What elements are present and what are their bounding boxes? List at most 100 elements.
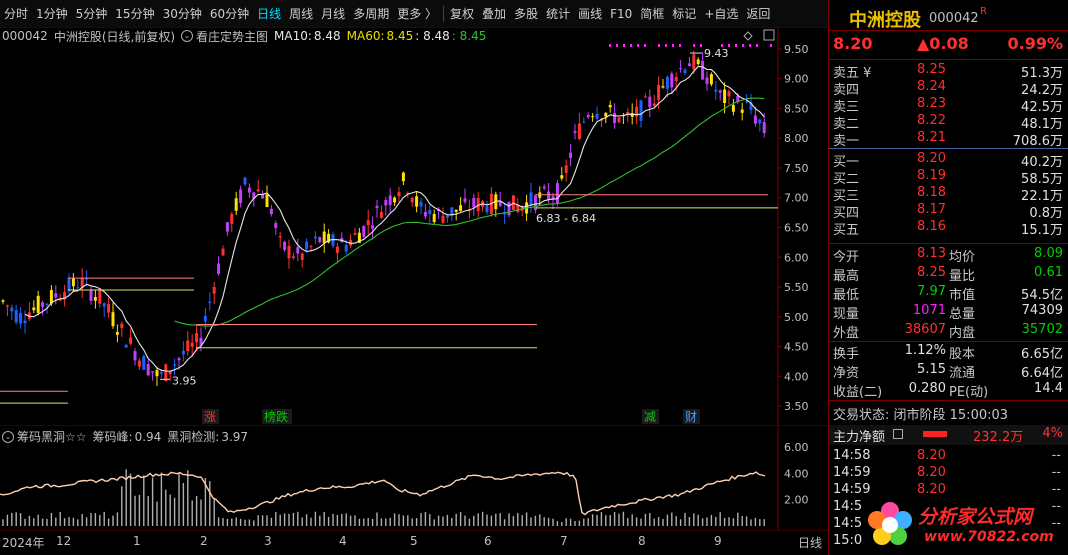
signal-dot <box>672 44 674 47</box>
toolbar-item-15min[interactable]: 15分钟 <box>115 6 155 21</box>
low-price-label: 3.95 <box>172 374 197 387</box>
chart-indicator-name[interactable]: 看庄定势主图 <box>196 29 269 44</box>
toolbar-item-timeshare[interactable]: 分时 <box>4 6 29 21</box>
tick-row: 14:59 8.20 -- <box>829 465 1068 483</box>
toolbar-item-more[interactable]: 更多 〉 <box>397 6 438 21</box>
toolbar-item-f10[interactable]: F10 <box>610 6 633 21</box>
event-marker: 涨 <box>204 409 216 424</box>
candle-body <box>120 323 124 329</box>
ask-row[interactable]: 卖一 8.21 708.6万 <box>829 130 1068 149</box>
candle-body <box>89 289 93 301</box>
candle-body <box>67 278 71 292</box>
indicator-dropdown-icon[interactable]: ⌄ <box>181 30 194 42</box>
quote-panel: 中洲控股 000042 R 8.20 ▲0.08 0.99% 卖五 ¥ 8.25 5… <box>828 0 1068 555</box>
row-label: 卖五 ¥ <box>833 66 872 81</box>
main-chart-area[interactable]: 000042 中洲控股 (日线,前复权) ⌄ 看庄定势主图 MA10: 8.48… <box>0 28 828 425</box>
period-button[interactable]: 日线 <box>797 536 822 550</box>
ask-row[interactable]: 卖五 ¥ 8.25 51.3万 <box>829 62 1068 81</box>
stat-value: 1071 <box>912 303 946 318</box>
candle-body <box>63 292 67 300</box>
row-volume: 51.3万 <box>1021 66 1063 81</box>
toolbar-item-overlay[interactable]: 叠加 <box>482 6 507 21</box>
watermark-url: www.70822.com <box>924 529 1054 545</box>
candle-body <box>313 236 317 239</box>
toolbar-item-5min[interactable]: 5分钟 <box>75 6 108 21</box>
candle-body <box>648 96 652 108</box>
stat-value: 8.25 <box>917 265 946 280</box>
toolbar-item-daily[interactable]: 日线 <box>257 6 282 21</box>
price-axis-label: 6.50 <box>784 221 809 234</box>
row-label: 卖一 <box>833 134 860 149</box>
divider <box>829 243 1068 244</box>
signal-dot <box>770 44 772 47</box>
candlestick-chart[interactable]: 9.50 9.00 8.50 8.00 7.50 7.00 6.50 6.00 5.50 5.00… <box>0 28 828 425</box>
indicator-name[interactable]: 筹码黑洞☆☆ <box>17 430 87 444</box>
toolbar-item-add-watchlist[interactable]: +自选 <box>704 6 739 21</box>
toolbar-item-30min[interactable]: 30分钟 <box>162 6 202 21</box>
chip-curve-line <box>0 471 766 516</box>
indicator-chart[interactable]: 6.00 4.00 2.00 <box>0 426 828 531</box>
toolbar-item-60min[interactable]: 60分钟 <box>209 6 250 21</box>
stat-value: 6.65亿 <box>1021 347 1063 362</box>
toolbar-item-monthly[interactable]: 月线 <box>321 6 346 21</box>
flow-bar <box>923 431 947 437</box>
stat-row: 最低 7.97 市值 54.5亿 <box>829 284 1068 303</box>
ask-row[interactable]: 卖二 8.22 48.1万 <box>829 113 1068 132</box>
candle-body <box>225 222 229 232</box>
candle-body <box>555 183 559 203</box>
stat-label: 今开 <box>833 250 860 265</box>
flow-menu-icon[interactable] <box>893 429 903 439</box>
toolbar-item-1min[interactable]: 1分钟 <box>36 6 68 21</box>
candle-body <box>181 350 185 355</box>
row-label: 买二 <box>833 172 860 187</box>
trade-status: 交易状态: 闭市阶段 15:00:03 <box>833 408 1009 423</box>
stat-value: 7.97 <box>917 284 946 299</box>
candle-body <box>243 177 247 185</box>
main-net-flow[interactable]: 主力净额 232.2万 4% <box>829 425 1068 445</box>
bid-row[interactable]: 买五 8.16 15.1万 <box>829 219 1068 238</box>
candle-body <box>291 256 295 258</box>
toolbar-item-adjust[interactable]: 复权 <box>450 6 475 21</box>
toolbar-item-multi-stock[interactable]: 多股 <box>514 6 539 21</box>
stat-value: 54.5亿 <box>1021 288 1063 303</box>
indicator-settings-icon[interactable]: ⌄ <box>2 430 14 443</box>
candle-body <box>683 69 687 74</box>
toolbar-item-weekly[interactable]: 周线 <box>289 6 314 21</box>
candle-body <box>199 337 203 346</box>
row-volume: 708.6万 <box>1012 134 1063 149</box>
toolbar-item-multi-period[interactable]: 多周期 <box>353 6 390 21</box>
bid-row[interactable]: 买四 8.17 0.8万 <box>829 202 1068 221</box>
stat-value: 74309 <box>1021 303 1063 318</box>
stat-row: 收益(二) 0.280 PE(动) 14.4 <box>829 381 1068 400</box>
candle-body <box>98 289 102 304</box>
toolbar-item-mark[interactable]: 标记 <box>672 6 697 21</box>
candle-body <box>164 364 168 381</box>
indicator-panel[interactable]: ⌄ 筹码黑洞☆☆ 筹码峰: 0.94 黑洞检测: 3.97 6.00 4.00 2.… <box>0 425 828 531</box>
price-axis-label: 4.00 <box>784 370 809 383</box>
range-label: 6.83 - 6.84 <box>536 212 596 225</box>
bid-row[interactable]: 买三 8.18 22.1万 <box>829 185 1068 204</box>
toolbar-item-back[interactable]: 返回 <box>746 6 771 21</box>
tick-time: 14:59 <box>833 482 871 497</box>
ma60-label: MA60: <box>346 29 385 43</box>
ask-row[interactable]: 卖四 8.24 24.2万 <box>829 79 1068 98</box>
signal-dot <box>637 44 639 47</box>
ask-row[interactable]: 卖三 8.23 42.5万 <box>829 96 1068 115</box>
diamond-icon <box>743 31 753 41</box>
candle-body <box>195 333 199 343</box>
row-label: 买三 <box>833 189 860 204</box>
bid-row[interactable]: 买二 8.19 58.5万 <box>829 168 1068 187</box>
candle-body <box>485 206 489 213</box>
candle-body <box>705 77 709 84</box>
candle-body <box>582 121 586 123</box>
candle-body <box>630 113 634 117</box>
stat-row: 换手 1.12% 股本 6.65亿 <box>829 343 1068 362</box>
toolbar-item-simple-frame[interactable]: 简框 <box>640 6 665 21</box>
toolbar-item-draw[interactable]: 画线 <box>578 6 603 21</box>
candle-body <box>146 363 150 376</box>
candle-body <box>617 117 621 123</box>
signal-dot <box>693 44 695 47</box>
bid-row[interactable]: 买一 8.20 40.2万 <box>829 151 1068 170</box>
toolbar-item-stats[interactable]: 统计 <box>546 6 571 21</box>
candle-body <box>419 201 423 207</box>
